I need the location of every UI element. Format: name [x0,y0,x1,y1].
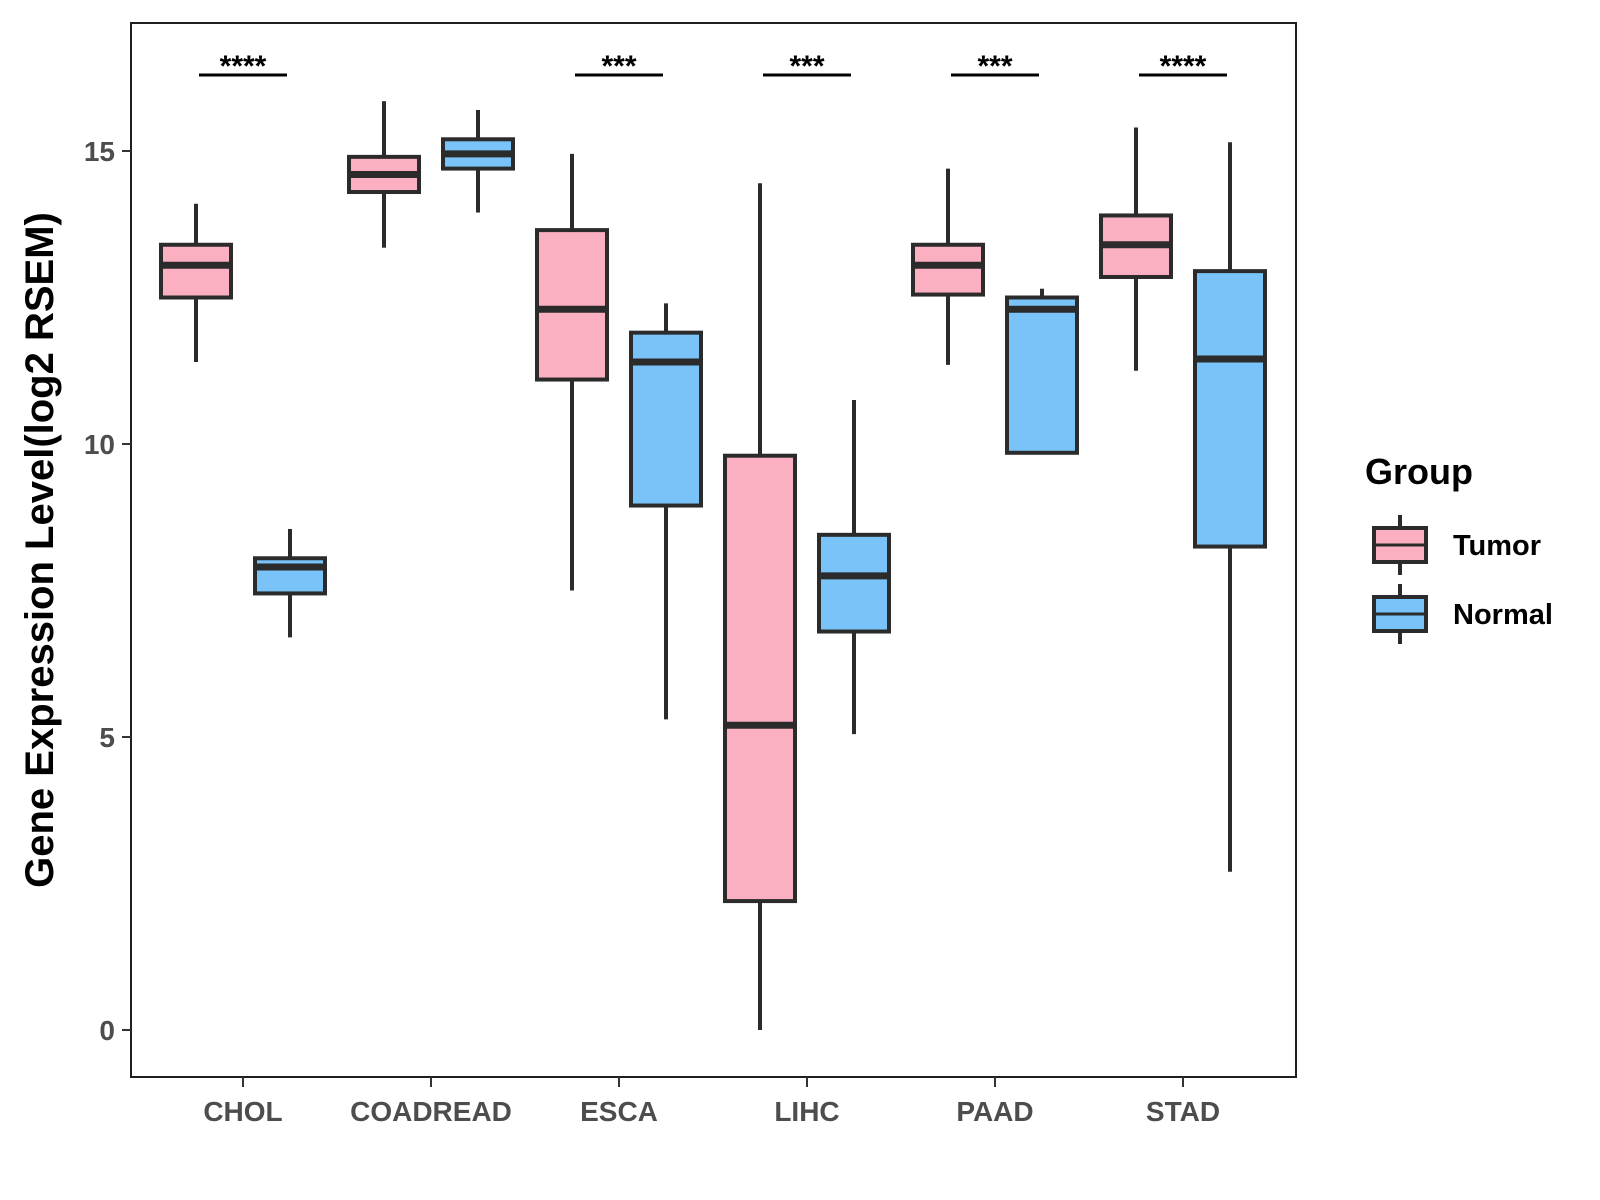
x-tick-label: COADREAD [350,1096,512,1127]
significance-label: *** [789,50,824,83]
significance-label: *** [601,50,636,83]
x-tick-label: LIHC [774,1096,839,1127]
significance-label: **** [1160,50,1207,83]
y-tick-label: 5 [99,722,115,753]
box-normal-paad [1005,288,1079,455]
y-tick-label: 15 [84,136,115,167]
box-iqr [911,242,985,297]
box-iqr [535,228,609,382]
box-iqr [1193,269,1267,549]
box-tumor-chol [159,203,233,362]
significance-label: *** [977,50,1012,83]
box-tumor-lihc [723,183,797,1030]
legend-key-normal [1372,584,1428,644]
box-tumor-coadread [347,101,421,248]
box-iqr [253,556,327,596]
y-tick-label: 10 [84,429,115,460]
box-normal-stad [1193,142,1267,872]
x-tick-label: PAAD [956,1096,1033,1127]
plot-panel [130,22,1297,1078]
legend-label-tumor: Tumor [1453,530,1541,562]
box-normal-esca [629,303,703,720]
box-iqr [723,453,797,904]
legend-key-tumor [1372,515,1428,575]
box-iqr [159,242,233,300]
box-tumor-stad [1099,127,1173,371]
box-tumor-paad [911,168,985,365]
legend-title: Group [1365,451,1473,492]
box-normal-chol [253,528,327,638]
box-iqr [1005,295,1079,455]
legend-label-normal: Normal [1453,599,1553,631]
y-axis-title: Gene Expression Level(log2 RSEM) [18,212,62,888]
box-normal-lihc [817,400,891,735]
x-tick-label: STAD [1146,1096,1220,1127]
legend: Group Tumor Normal [1365,451,1553,644]
y-tick-label: 0 [99,1015,115,1046]
significance-label: **** [220,50,267,83]
box-tumor-esca [535,153,609,591]
box-normal-coadread [441,109,515,213]
box-iqr [817,532,891,634]
x-tick-label: ESCA [580,1096,658,1127]
x-tick-label: CHOL [203,1096,282,1127]
